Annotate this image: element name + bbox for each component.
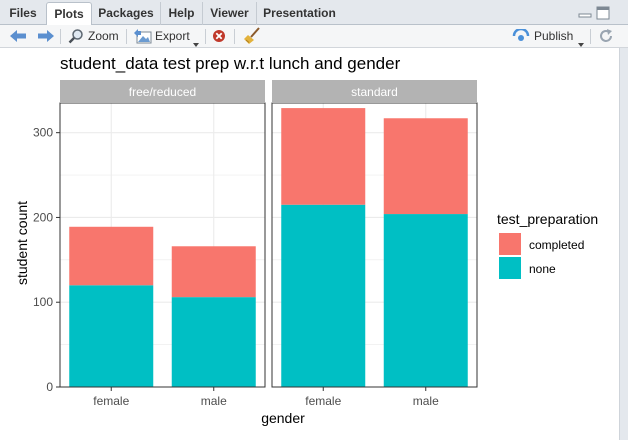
tab-viewer[interactable]: Viewer	[202, 2, 256, 25]
stacked-bar-chart: student_data test prep w.r.t lunch and g…	[14, 54, 598, 426]
toolbar-separator	[60, 29, 61, 44]
bar-segment-none	[171, 297, 256, 387]
tab-packages[interactable]: Packages	[98, 6, 154, 20]
legend-label-completed: completed	[529, 238, 584, 252]
tab-help[interactable]: Help	[160, 2, 202, 25]
y-tick-label: 200	[33, 210, 53, 224]
legend-key-none	[499, 257, 521, 279]
plot-viewer: student_data test prep w.r.t lunch and g…	[0, 48, 628, 440]
maximize-pane-icon[interactable]	[595, 6, 611, 20]
minimize-pane-icon[interactable]	[577, 6, 593, 20]
bar-segment-none	[69, 285, 154, 387]
y-tick-label: 100	[33, 295, 53, 309]
facet-strip-label: free/reduced	[129, 85, 196, 99]
y-tick-label: 300	[33, 126, 53, 140]
bar-segment-none	[281, 204, 366, 387]
pane-border	[619, 48, 628, 440]
bar-segment-completed	[281, 108, 366, 205]
facet-strip-label: standard	[351, 85, 398, 99]
publish-icon[interactable]	[512, 27, 530, 48]
remove-plot-icon[interactable]	[212, 29, 226, 48]
publish-button[interactable]: Publish	[534, 29, 574, 43]
pane-tab-bar: Files Plots Packages Help Viewer Present…	[0, 0, 628, 26]
legend-title: test_preparation	[497, 211, 598, 227]
x-tick-label: male	[413, 394, 439, 408]
x-tick-label: male	[201, 394, 227, 408]
facet-strip	[60, 80, 265, 103]
facet-strip	[272, 80, 477, 103]
refresh-icon[interactable]	[598, 28, 614, 49]
x-axis-label: gender	[261, 410, 305, 426]
arrow-right-icon[interactable]	[37, 29, 55, 48]
tab-plots[interactable]: Plots	[46, 2, 92, 26]
x-tick-label: female	[93, 394, 129, 408]
bar-segment-completed	[383, 118, 468, 215]
magnifier-icon[interactable]	[68, 28, 84, 49]
export-button[interactable]: Export	[155, 29, 190, 43]
chevron-down-icon[interactable]	[578, 34, 584, 52]
toolbar-separator	[126, 29, 127, 44]
toolbar-separator	[590, 29, 591, 44]
x-tick-label: female	[305, 394, 341, 408]
zoom-button[interactable]: Zoom	[88, 29, 119, 43]
bar-segment-completed	[69, 226, 154, 286]
export-image-icon[interactable]	[134, 29, 152, 49]
arrow-left-icon[interactable]	[9, 29, 27, 48]
bar-segment-none	[383, 214, 468, 387]
legend-label-none: none	[529, 262, 556, 276]
plots-toolbar: Zoom Export Publish	[0, 25, 628, 48]
legend-key-completed	[499, 233, 521, 255]
broom-icon[interactable]	[243, 27, 261, 50]
bar-segment-completed	[171, 246, 256, 298]
tab-presentation[interactable]: Presentation	[256, 2, 342, 25]
tab-files[interactable]: Files	[9, 6, 37, 20]
toolbar-separator	[205, 29, 206, 44]
toolbar-separator	[234, 29, 235, 44]
y-axis-label: student count	[14, 201, 30, 285]
chevron-down-icon[interactable]	[193, 34, 199, 52]
y-tick-label: 0	[46, 380, 53, 394]
chart-title: student_data test prep w.r.t lunch and g…	[60, 54, 401, 73]
